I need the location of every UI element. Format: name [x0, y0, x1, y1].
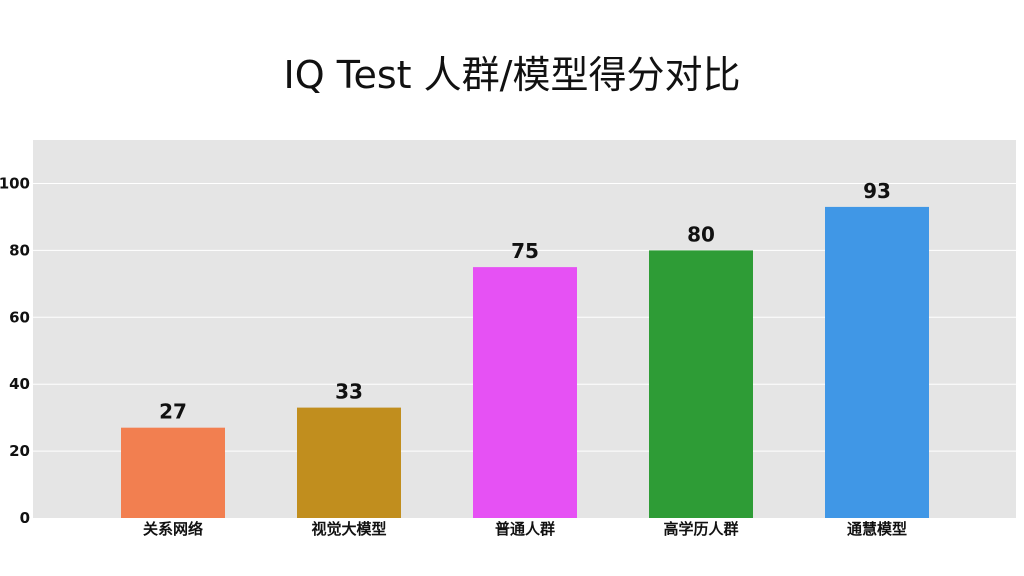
bars	[121, 206, 929, 518]
bar-value-label: 33	[335, 380, 363, 404]
y-tick-label: 100	[0, 174, 30, 192]
bar-3	[649, 250, 753, 518]
y-tick-label: 20	[9, 442, 30, 460]
bar-value-label: 80	[687, 222, 715, 246]
bar-1	[297, 407, 401, 518]
bar-2	[473, 267, 577, 518]
bar-value-label: 27	[159, 400, 187, 424]
y-tick-label: 80	[9, 241, 30, 259]
x-tick-label: 高学历人群	[663, 520, 738, 538]
y-tick-label: 40	[9, 375, 30, 393]
x-axis-labels: 关系网络 视觉大模型 普通人群 高学历人群 通慧模型	[143, 520, 907, 538]
chart-title: IQ Test 人群/模型得分对比	[283, 53, 741, 97]
x-tick-label: 视觉大模型	[311, 520, 386, 538]
y-tick-label: 60	[9, 308, 30, 326]
x-tick-label: 关系网络	[143, 520, 203, 538]
y-tick-label: 0	[20, 509, 30, 527]
bar-value-label: 75	[511, 239, 539, 263]
y-axis-ticks: 0 20 40 60 80 100	[0, 174, 30, 527]
bar-4	[825, 206, 929, 518]
x-tick-label: 普通人群	[495, 520, 555, 538]
data-labels: 27 33 75 80 93	[159, 179, 891, 424]
bar-value-label: 93	[863, 179, 891, 203]
x-tick-label: 通慧模型	[847, 520, 907, 538]
bar-0	[121, 427, 225, 518]
